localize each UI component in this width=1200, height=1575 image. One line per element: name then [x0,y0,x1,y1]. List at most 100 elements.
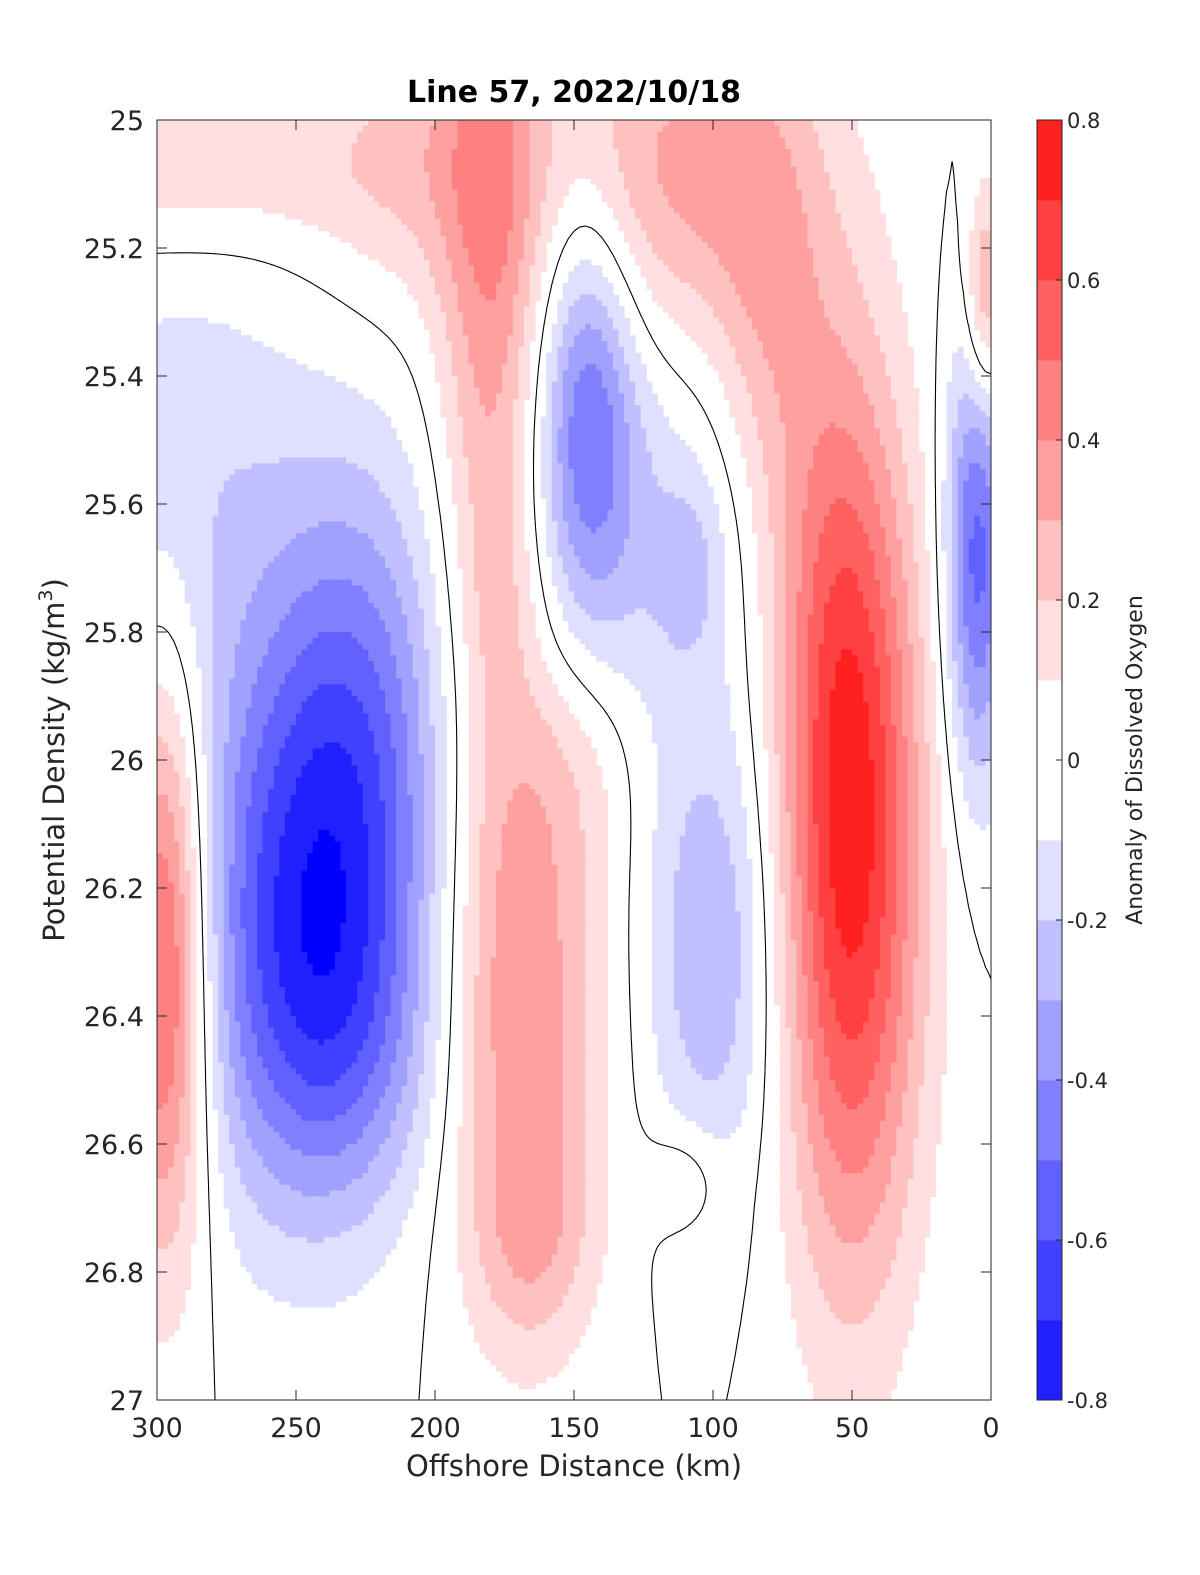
field-cell [263,359,269,365]
field-cell [724,370,730,376]
field-cell [313,201,319,207]
field-cell [641,388,647,394]
field-cell [785,312,791,318]
field-cell [379,254,385,260]
field-cell [357,201,363,207]
field-cell [357,219,363,225]
field-cell [596,265,602,271]
field-cell [502,399,508,405]
field-cell [435,300,441,306]
field-cell [613,120,619,126]
field-cell [485,167,491,173]
field-cell [791,149,797,155]
field-cell [652,132,658,138]
field-cell [657,190,663,196]
field-cell [318,370,324,376]
field-cell [546,120,552,126]
field-cell [524,359,530,365]
field-cell [157,149,163,155]
field-cell [602,155,608,161]
field-cell [763,312,769,318]
field-cell [585,149,591,155]
field-cell [546,126,552,132]
field-cell [196,126,202,132]
field-cell [819,260,825,266]
field-cell [518,277,524,283]
field-cell [185,196,191,202]
field-cell [479,329,485,335]
field-cell [235,201,241,207]
field-cell [852,370,858,376]
field-cell [413,265,419,271]
field-cell [618,318,624,324]
field-cell [646,161,652,167]
field-cell [235,161,241,167]
field-cell [507,300,513,306]
field-cell [201,184,207,190]
field-cell [958,376,964,382]
field-cell [541,137,547,143]
field-cell [568,283,574,289]
field-cell [201,376,207,382]
field-cell [863,335,869,341]
field-cell [663,190,669,196]
field-cell [780,306,786,312]
field-cell [974,213,980,219]
field-cell [574,126,580,132]
field-cell [669,219,675,225]
field-cell [735,213,741,219]
field-cell [591,178,597,184]
field-cell [530,149,536,155]
field-cell [513,120,519,126]
field-cell [374,126,380,132]
field-cell [552,167,558,173]
field-cell [724,225,730,231]
field-cell [674,213,680,219]
field-cell [268,353,274,359]
field-cell [507,190,513,196]
field-cell [630,225,636,231]
field-cell [835,254,841,260]
field-cell [885,248,891,254]
field-cell [696,231,702,237]
field-cell [557,201,563,207]
field-cell [852,271,858,277]
field-cell [452,318,458,324]
field-cell [624,213,630,219]
field-cell [446,178,452,184]
field-cell [302,388,308,394]
field-cell [474,172,480,178]
field-cell [780,248,786,254]
field-cell [780,364,786,370]
field-cell [824,347,830,353]
field-cell [607,347,613,353]
field-cell [713,120,719,126]
field-cell [669,242,675,248]
field-cell [596,382,602,388]
field-cell [235,376,241,382]
field-cell [207,399,213,405]
field-cell [635,236,641,242]
field-cell [413,155,419,161]
field-cell [257,376,263,382]
field-cell [429,306,435,312]
field-cell [274,137,280,143]
field-cell [457,335,463,341]
field-cell [669,312,675,318]
field-cell [713,318,719,324]
field-cell [224,324,230,330]
field-cell [340,382,346,388]
field-cell [880,289,886,295]
field-cell [591,271,597,277]
field-cell [452,248,458,254]
field-cell [841,149,847,155]
field-cell [713,231,719,237]
field-cell [446,213,452,219]
field-cell [463,359,469,365]
field-cell [896,393,902,399]
field-cell [913,388,919,394]
field-cell [346,178,352,184]
field-cell [379,225,385,231]
field-cell [791,312,797,318]
field-cell [196,353,202,359]
